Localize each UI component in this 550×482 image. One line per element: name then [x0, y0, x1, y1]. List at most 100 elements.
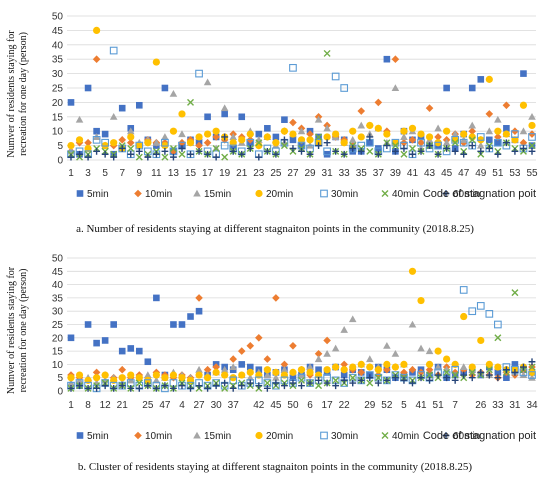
- x-tick-label: 25: [270, 168, 282, 179]
- data-point: [212, 153, 220, 161]
- data-point: [203, 78, 212, 86]
- data-point: [357, 376, 365, 384]
- data-point: [281, 136, 288, 144]
- data-point: [425, 104, 434, 112]
- data-point: [229, 355, 238, 363]
- data-point: [323, 133, 331, 141]
- legend-item-10min: 10min: [134, 431, 172, 442]
- data-point: [494, 127, 502, 135]
- data-point: [144, 139, 152, 147]
- data-point: [152, 384, 160, 392]
- data-point: [332, 363, 340, 371]
- data-point: [298, 382, 305, 390]
- data-point: [528, 373, 536, 381]
- data-point: [417, 374, 425, 382]
- data-point: [528, 142, 536, 150]
- data-point: [229, 376, 238, 385]
- data-point: [229, 139, 237, 147]
- data-point: [289, 374, 297, 381]
- data-point: [306, 130, 314, 138]
- data-point: [485, 110, 494, 118]
- x-tick-label: 27: [287, 168, 299, 179]
- data-point: [528, 358, 536, 366]
- data-point: [212, 363, 220, 371]
- data-point: [280, 360, 289, 369]
- legend-label: 10min: [145, 431, 172, 442]
- data-point: [272, 150, 280, 158]
- data-point: [383, 142, 391, 149]
- data-point: [229, 384, 237, 392]
- data-point: [468, 363, 476, 371]
- data-point: [323, 124, 331, 132]
- data-point: [485, 371, 493, 379]
- data-point: [357, 107, 366, 115]
- data-point: [408, 124, 417, 132]
- x-tick-label: 21: [236, 168, 248, 179]
- data-point: [374, 371, 383, 379]
- data-point: [323, 349, 331, 357]
- data-point: [195, 147, 203, 155]
- data-point: [101, 382, 109, 390]
- data-point: [178, 321, 186, 328]
- x-tick-label: 49: [475, 168, 487, 179]
- legend-marker: [76, 190, 84, 197]
- data-point: [212, 368, 220, 376]
- data-point: [323, 336, 331, 345]
- data-point: [229, 147, 237, 155]
- x-axis-title: Code of stagnation poit: [423, 430, 536, 442]
- data-point: [246, 130, 254, 138]
- data-point: [391, 142, 399, 150]
- y-tick-label: 20: [52, 333, 64, 344]
- data-point: [76, 382, 83, 390]
- data-point: [503, 125, 510, 132]
- data-point: [203, 365, 212, 374]
- data-point: [494, 374, 502, 382]
- y-tick-label: 10: [52, 127, 64, 138]
- data-point: [118, 104, 126, 112]
- data-point: [528, 113, 536, 120]
- data-point: [315, 376, 322, 384]
- data-point: [144, 376, 152, 384]
- data-point: [528, 121, 536, 130]
- data-point: [348, 136, 357, 143]
- x-tick-label: 15: [185, 168, 197, 179]
- y-tick-label: 0: [57, 156, 63, 167]
- data-point: [348, 315, 357, 323]
- x-tick-label: 12: [100, 400, 112, 411]
- data-point: [340, 84, 349, 92]
- data-point: [459, 138, 468, 147]
- data-point: [528, 147, 536, 155]
- data-point: [246, 363, 254, 371]
- data-point: [186, 139, 195, 147]
- data-point: [332, 376, 340, 384]
- data-point: [340, 366, 348, 374]
- series-20min: [67, 26, 536, 153]
- data-point: [238, 361, 246, 368]
- data-point: [246, 341, 255, 350]
- x-tick-label: 1: [68, 400, 74, 411]
- y-tick-label: 5: [57, 141, 63, 152]
- data-point: [391, 55, 400, 63]
- data-point: [204, 150, 211, 158]
- data-point: [511, 361, 519, 368]
- y-tick-label: 25: [52, 320, 64, 331]
- legend-label: 10min: [145, 189, 172, 200]
- legend-marker: [134, 431, 142, 440]
- data-point: [297, 366, 306, 374]
- x-tick-label: 7: [119, 168, 125, 179]
- data-point: [152, 138, 161, 146]
- data-point: [314, 115, 323, 123]
- data-point: [178, 145, 186, 152]
- legend-label: 5min: [87, 431, 109, 442]
- legend-marker: [255, 189, 263, 198]
- x-tick-label: 29: [364, 400, 376, 411]
- legend-marker: [442, 432, 450, 439]
- data-point: [426, 376, 433, 384]
- data-point: [392, 374, 399, 382]
- data-point: [289, 130, 297, 138]
- data-point: [374, 150, 382, 158]
- legend-label: 15min: [204, 189, 231, 200]
